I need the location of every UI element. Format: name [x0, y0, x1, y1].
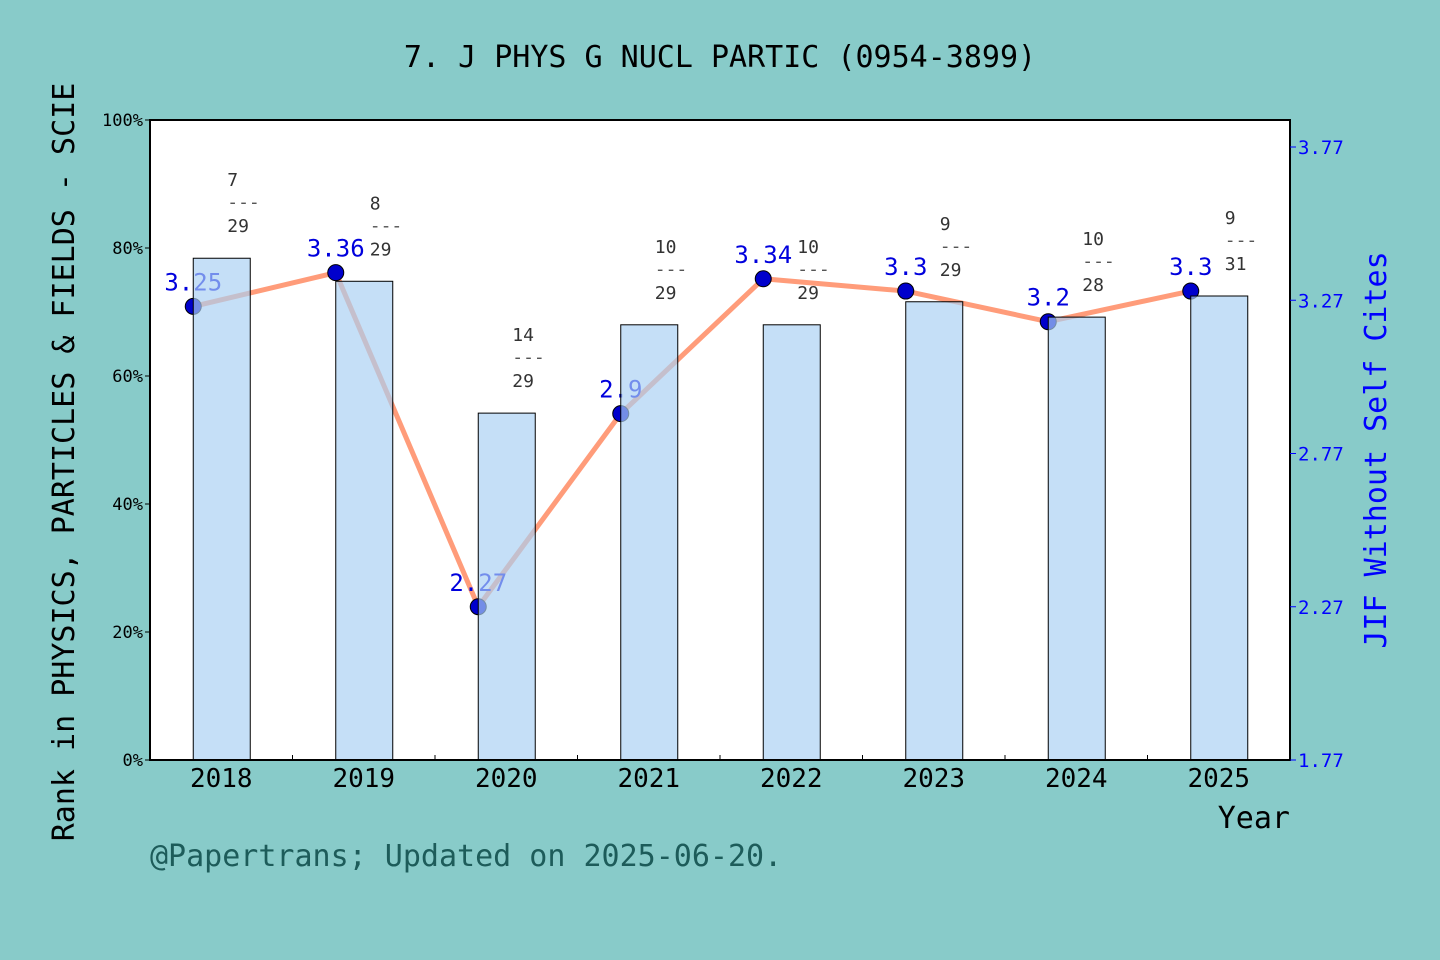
rank-label-2018: 7 [227, 170, 238, 191]
rank-divider: --- [227, 192, 260, 213]
x-tick-label: 2022 [760, 764, 823, 794]
axis-layer: 0%20%40%60%80%100%1.772.272.773.273.7720… [102, 111, 1344, 794]
bar-2020 [477, 412, 536, 761]
bar-2024 [1047, 316, 1106, 761]
y-tick-label: 60% [112, 367, 143, 387]
rank-label-2021: 10 [655, 237, 677, 258]
rank-total-2020: 29 [512, 371, 534, 392]
rank-total-2025: 31 [1225, 254, 1247, 275]
jif-point-2019 [327, 264, 345, 282]
y2-tick-label: 1.77 [1298, 750, 1344, 772]
rank-divider: --- [797, 259, 830, 280]
rank-total-2018: 29 [227, 216, 249, 237]
bar-2021 [620, 324, 679, 761]
y-tick-label: 80% [112, 239, 143, 259]
y-tick-label: 20% [112, 623, 143, 643]
plot-area [150, 120, 1290, 760]
rank-label-2020: 14 [512, 325, 534, 346]
rank-divider: --- [512, 347, 545, 368]
rank-label-2022: 10 [797, 237, 819, 258]
x-tick-label: 2021 [617, 764, 680, 794]
jif-label-2019: 3.36 [307, 235, 365, 263]
bar-2018 [192, 257, 251, 761]
chart-title: 7. J PHYS G NUCL PARTIC (0954-3899) [404, 40, 1036, 75]
rank-divider: --- [655, 259, 688, 280]
y-tick-label: 40% [112, 495, 143, 515]
x-tick-label: 2024 [1045, 764, 1108, 794]
x-tick-label: 2020 [475, 764, 538, 794]
x-axis-label: Year [1218, 801, 1290, 836]
bar-2022 [762, 324, 821, 761]
bar-layer: 7---298---2914---2910---2910---299---291… [192, 170, 1258, 761]
x-tick-label: 2019 [332, 764, 395, 794]
y2-axis-label: JIF Without Self Cites [1359, 251, 1394, 648]
jif-label-2022: 3.34 [734, 241, 792, 269]
rank-total-2024: 28 [1082, 275, 1104, 296]
rank-total-2022: 29 [797, 283, 819, 304]
rank-total-2021: 29 [655, 283, 677, 304]
footer-credit: @Papertrans; Updated on 2025-06-20. [150, 839, 782, 874]
y-tick-label: 100% [102, 111, 143, 131]
rank-divider: --- [940, 236, 973, 257]
rank-total-2019: 29 [370, 239, 392, 260]
x-tick-label: 2018 [190, 764, 253, 794]
y-tick-label: 0% [123, 751, 143, 771]
jif-point-2023 [897, 282, 915, 300]
rank-label-2023: 9 [940, 214, 951, 235]
y2-tick-label: 3.77 [1298, 137, 1344, 159]
rank-label-2019: 8 [370, 193, 381, 214]
y2-tick-label: 2.77 [1298, 444, 1344, 466]
y-axis-label: Rank in PHYSICS, PARTICLES & FIELDS - SC… [47, 83, 82, 842]
x-tick-label: 2025 [1187, 764, 1250, 794]
rank-divider: --- [1082, 251, 1115, 272]
rank-label-2025: 9 [1225, 208, 1236, 229]
y2-tick-label: 3.27 [1298, 290, 1344, 312]
jif-label-2025: 3.3 [1169, 253, 1212, 281]
rank-divider: --- [1225, 230, 1258, 251]
bar-2023 [905, 301, 964, 761]
rank-label-2024: 10 [1082, 229, 1104, 250]
y2-tick-label: 2.27 [1298, 597, 1344, 619]
jif-label-2023: 3.3 [884, 253, 927, 281]
jif-label-2024: 3.2 [1027, 284, 1070, 312]
bar-2025 [1190, 295, 1249, 761]
rank-total-2023: 29 [940, 260, 962, 281]
jif-point-2022 [754, 270, 772, 288]
rank-divider: --- [370, 215, 403, 236]
bar-2019 [335, 280, 394, 761]
x-tick-label: 2023 [902, 764, 965, 794]
